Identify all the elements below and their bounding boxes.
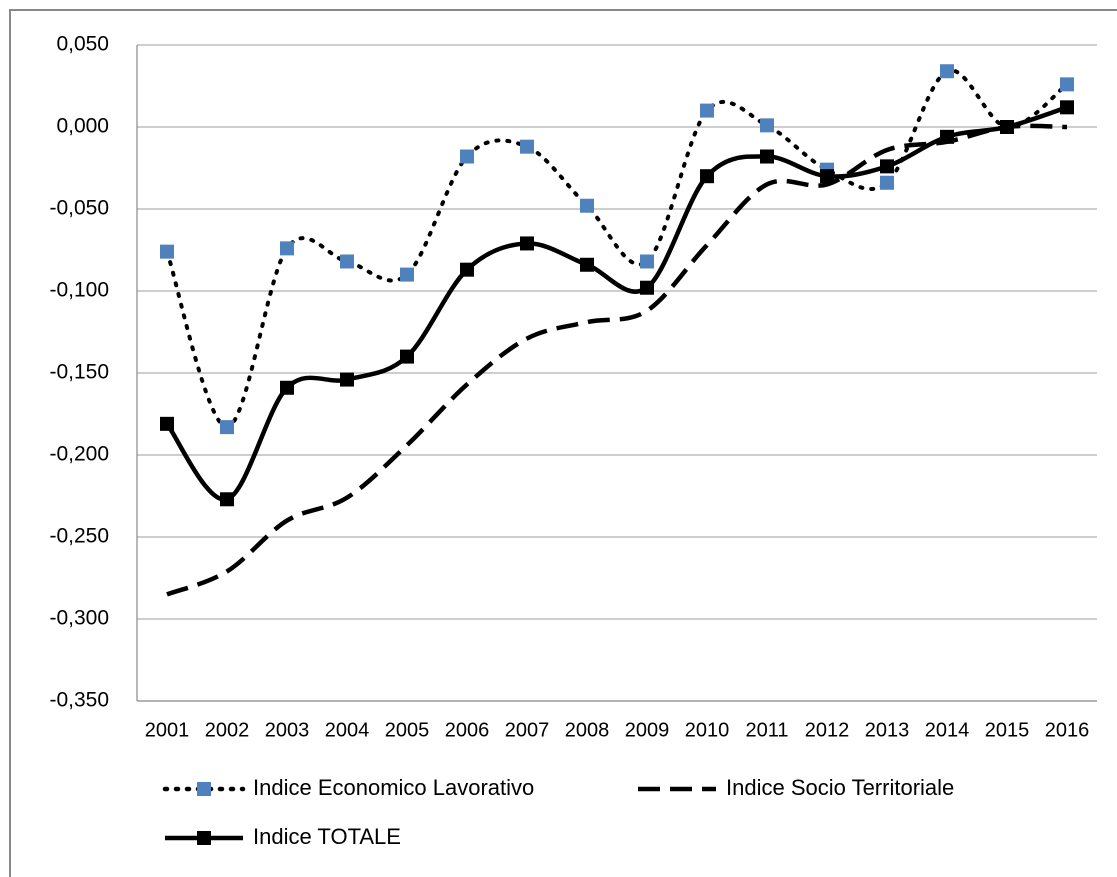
marker xyxy=(640,280,654,295)
x-tick-label: 2008 xyxy=(565,719,610,741)
x-tick-label: 2012 xyxy=(805,719,850,741)
marker xyxy=(280,241,294,256)
x-tick-label: 2014 xyxy=(925,719,970,741)
marker xyxy=(220,420,234,435)
marker xyxy=(940,64,954,79)
marker xyxy=(400,349,414,364)
series-line xyxy=(165,105,1068,502)
y-tick-label: 0,000 xyxy=(56,115,109,138)
legend-marker xyxy=(197,782,211,796)
marker xyxy=(1000,120,1014,134)
y-tick-label: -0,300 xyxy=(49,607,109,630)
legend-label: Indice TOTALE xyxy=(253,824,401,849)
series-line xyxy=(166,123,1068,597)
legend-marker xyxy=(197,831,211,845)
marker xyxy=(700,169,714,184)
marker xyxy=(700,103,714,118)
x-tick-label: 2002 xyxy=(205,719,250,741)
marker xyxy=(340,254,354,269)
x-tick-label: 2004 xyxy=(325,719,370,741)
legend-label: Indice Economico Lavorativo xyxy=(253,775,534,800)
x-tick-label: 2009 xyxy=(625,719,670,741)
marker xyxy=(520,139,534,154)
x-tick-label: 2015 xyxy=(985,719,1030,741)
x-tick-label: 2013 xyxy=(865,719,910,741)
marker xyxy=(1060,77,1074,92)
marker xyxy=(460,149,474,164)
marker xyxy=(880,175,894,190)
marker xyxy=(580,198,594,213)
x-tick-label: 2007 xyxy=(505,719,550,741)
x-tick-label: 2011 xyxy=(745,719,788,741)
marker xyxy=(1060,100,1074,115)
y-tick-label: -0,150 xyxy=(49,361,109,384)
x-tick-label: 2016 xyxy=(1045,719,1090,741)
marker xyxy=(880,159,894,174)
marker xyxy=(160,416,174,431)
y-tick-label: -0,200 xyxy=(49,443,109,466)
marker xyxy=(940,129,954,144)
marker xyxy=(640,254,654,269)
marker xyxy=(340,372,354,387)
marker xyxy=(760,118,774,133)
x-tick-label: 2001 xyxy=(145,719,190,741)
y-tick-label: -0,100 xyxy=(49,279,109,302)
y-tick-label: 0,050 xyxy=(56,33,109,56)
marker xyxy=(400,267,414,282)
x-tick-label: 2005 xyxy=(385,719,430,741)
y-tick-label: -0,050 xyxy=(49,197,109,220)
marker xyxy=(220,492,234,507)
x-tick-label: 2006 xyxy=(445,719,490,741)
x-tick-label: 2003 xyxy=(265,719,310,741)
chart-frame xyxy=(9,9,1117,877)
x-tick-label: 2010 xyxy=(685,719,730,741)
marker xyxy=(760,149,774,164)
marker xyxy=(460,262,474,277)
marker xyxy=(280,380,294,395)
y-tick-label: -0,350 xyxy=(49,689,109,712)
marker xyxy=(520,236,534,251)
marker xyxy=(580,257,594,272)
marker xyxy=(820,169,834,184)
legend-label: Indice Socio Territoriale xyxy=(726,775,954,800)
y-tick-label: -0,250 xyxy=(49,525,109,548)
marker xyxy=(160,244,174,259)
